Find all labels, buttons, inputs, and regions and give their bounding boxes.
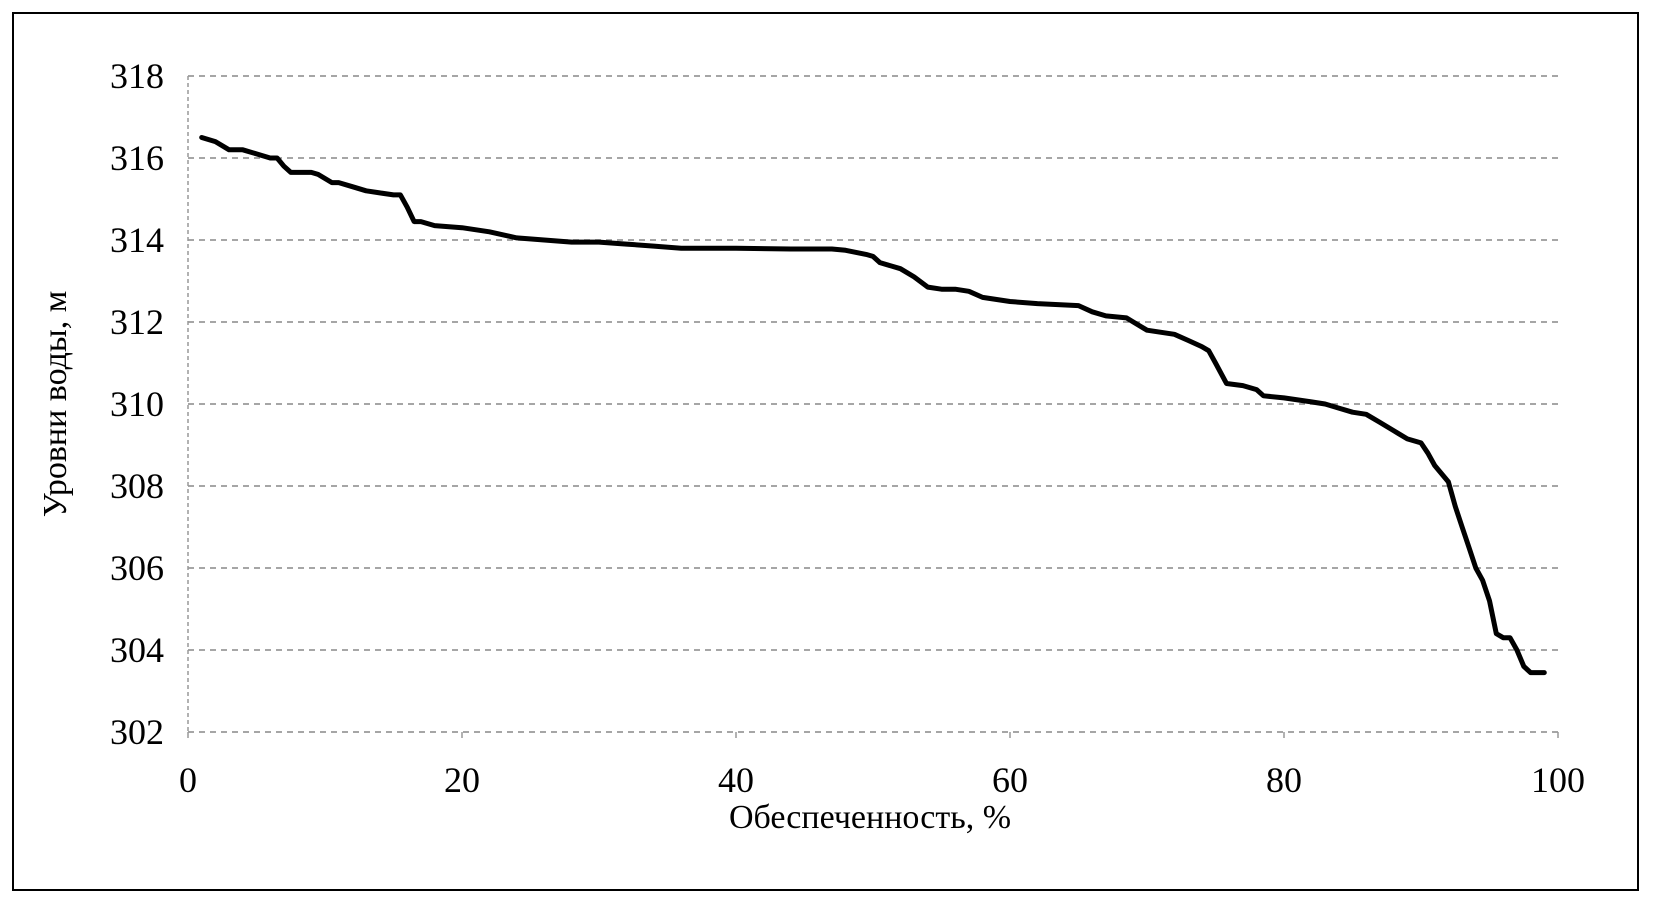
data-line xyxy=(199,135,1547,676)
y-tick-label: 308 xyxy=(110,466,164,506)
y-tick-label: 312 xyxy=(110,302,164,342)
y-tick-label: 310 xyxy=(110,384,164,424)
x-tick-label: 0 xyxy=(179,760,197,800)
y-tick-label: 318 xyxy=(110,56,164,96)
y-tick-label: 314 xyxy=(110,220,164,260)
y-tick-label: 316 xyxy=(110,138,164,178)
x-tick-label: 100 xyxy=(1531,760,1585,800)
x-axis-title: Обеспеченность, % xyxy=(729,799,1011,836)
x-tick-label: 20 xyxy=(444,760,480,800)
chart-frame xyxy=(12,12,1639,891)
x-tick-label: 80 xyxy=(1266,760,1302,800)
x-tick-label: 40 xyxy=(718,760,754,800)
y-tick-label: 302 xyxy=(110,712,164,752)
y-tick-label: 306 xyxy=(110,548,164,588)
x-tick-label: 60 xyxy=(992,760,1028,800)
y-axis-title: Уровни воды, м xyxy=(37,291,74,518)
y-tick-label: 304 xyxy=(110,630,164,670)
